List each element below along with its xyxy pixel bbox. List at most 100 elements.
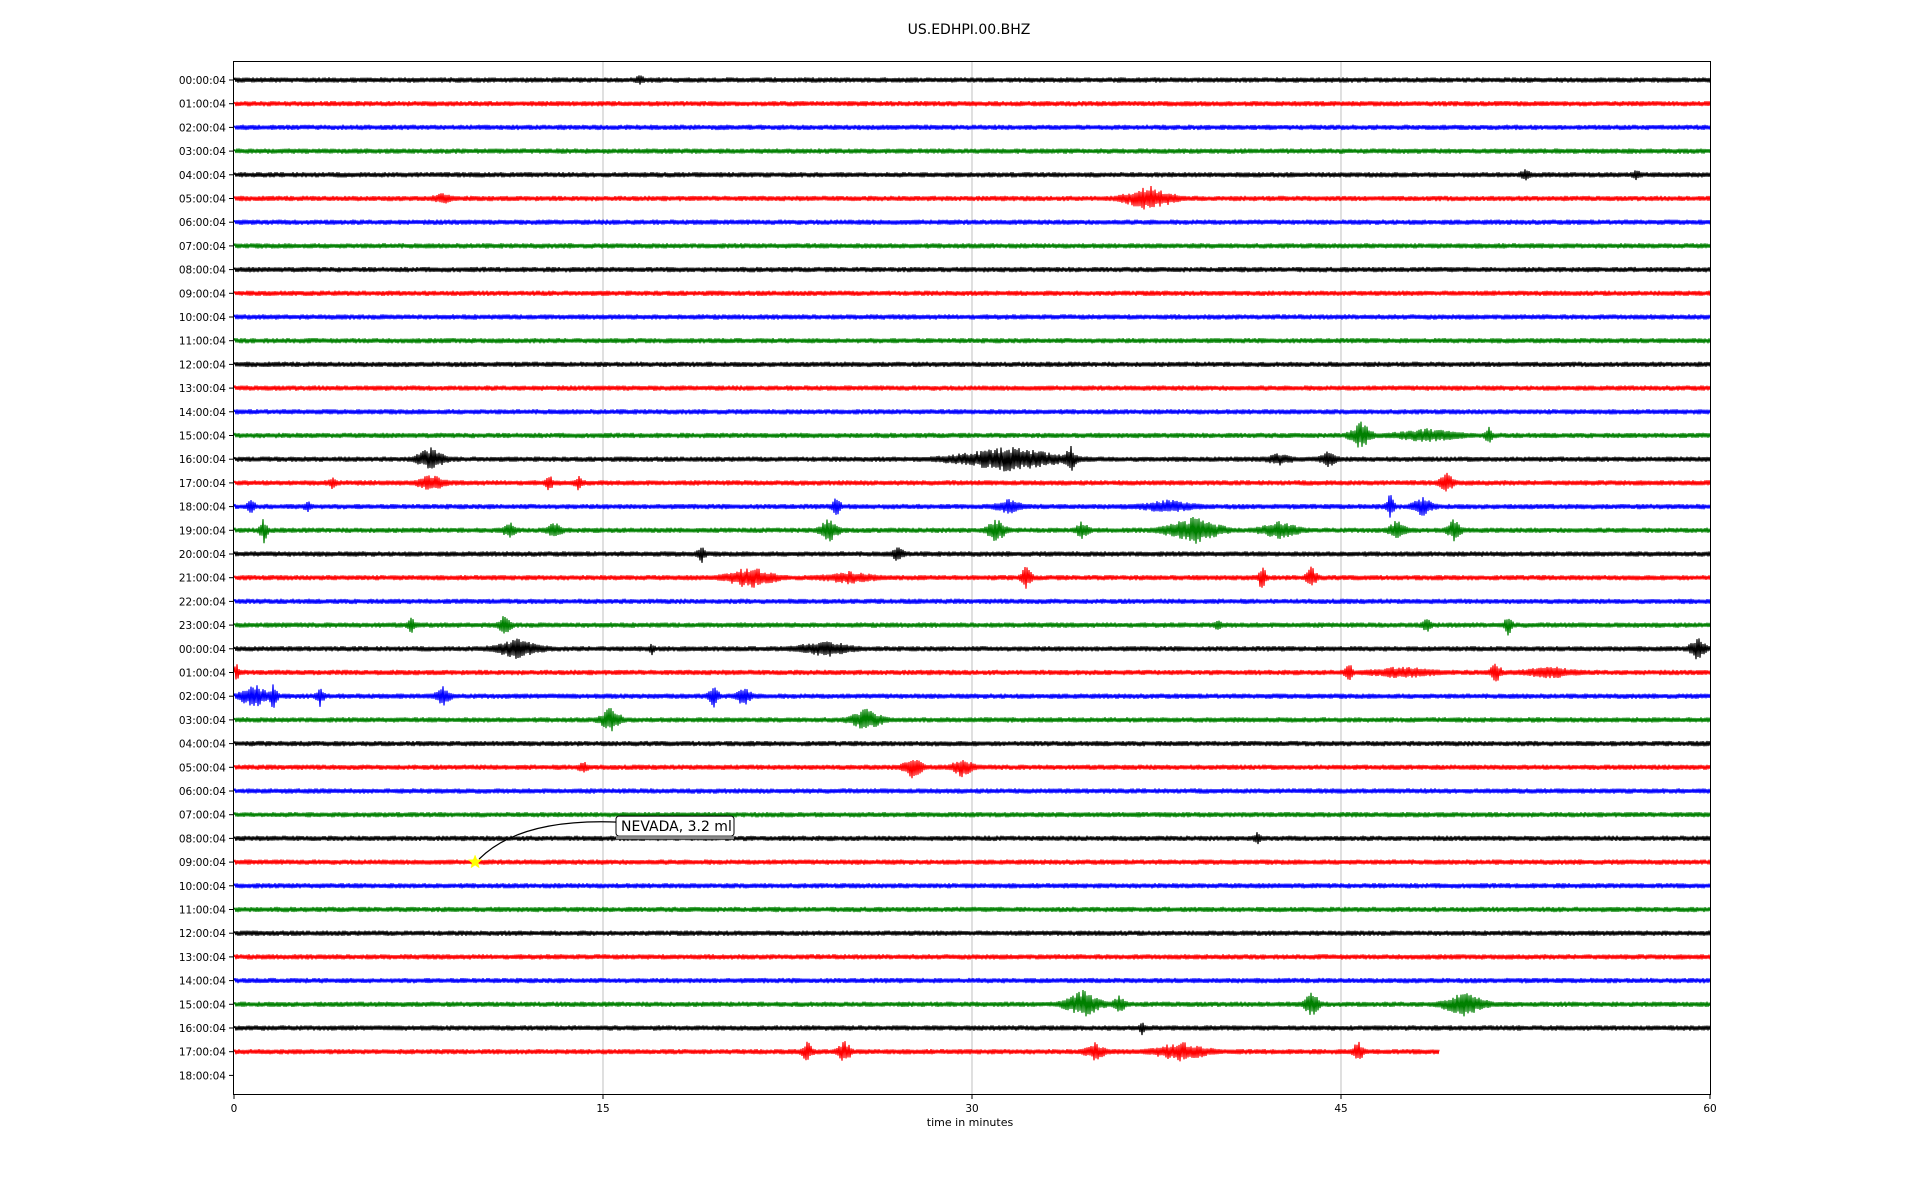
trace-row-5	[233, 185, 1711, 210]
y-tick-label-13: 13:00:04	[179, 383, 226, 395]
y-tick-label-27: 03:00:04	[179, 715, 226, 727]
trace-row-10	[233, 314, 1711, 320]
trace-row-39	[233, 989, 1711, 1017]
x-tick-label-1: 15	[596, 1103, 609, 1115]
y-tick-labels: 00:00:04 01:00:04 02:00:04 03:00:04 04:00:04…	[179, 75, 234, 1082]
trace-row-11	[233, 337, 1711, 344]
trace-row-41	[233, 1041, 1440, 1062]
y-tick-label-36: 12:00:04	[179, 928, 226, 940]
x-tick-label-2: 30	[965, 1103, 978, 1115]
y-tick-label-14: 14:00:04	[179, 407, 226, 419]
y-tick-label-3: 03:00:04	[179, 146, 226, 158]
trace-row-23	[233, 616, 1711, 636]
y-tick-label-24: 00:00:04	[179, 644, 226, 656]
y-tick-label-33: 09:00:04	[179, 857, 226, 869]
annotation-label: NEVADA, 3.2 ml	[621, 819, 732, 835]
trace-row-40	[233, 1022, 1711, 1036]
trace-row-17	[233, 472, 1711, 492]
x-tick-label-4: 60	[1703, 1103, 1716, 1115]
trace-row-18	[233, 495, 1711, 518]
trace-row-6	[233, 219, 1711, 225]
y-tick-label-12: 12:00:04	[179, 359, 226, 371]
y-tick-label-23: 23:00:04	[179, 620, 226, 632]
trace-row-7	[233, 243, 1711, 249]
trace-row-38	[233, 977, 1711, 984]
y-tick-label-1: 01:00:04	[179, 99, 226, 111]
trace-row-2	[233, 124, 1711, 131]
trace-row-24	[233, 638, 1711, 660]
y-tick-label-6: 06:00:04	[179, 217, 226, 229]
chart-title: US.EDHPI.00.BHZ	[908, 22, 1031, 38]
x-axis-label: time in minutes	[927, 1116, 1014, 1129]
trace-row-0	[233, 75, 1711, 85]
y-tick-label-19: 19:00:04	[179, 525, 226, 537]
trace-row-29	[233, 760, 1711, 779]
y-tick-label-40: 16:00:04	[179, 1023, 226, 1035]
y-tick-label-29: 05:00:04	[179, 762, 226, 774]
y-tick-label-15: 15:00:04	[179, 431, 226, 443]
y-tick-label-31: 07:00:04	[179, 810, 226, 822]
trace-row-27	[233, 708, 1711, 732]
trace-row-21	[233, 566, 1711, 589]
trace-row-15	[233, 421, 1711, 448]
x-axis-ticks: 0 15 30 45 60	[231, 1094, 1717, 1115]
trace-row-13	[233, 385, 1711, 391]
y-tick-label-4: 04:00:04	[179, 170, 226, 182]
y-tick-label-34: 10:00:04	[179, 881, 226, 893]
y-tick-label-39: 15:00:04	[179, 999, 226, 1011]
trace-row-8	[233, 266, 1711, 273]
y-tick-label-5: 05:00:04	[179, 194, 226, 206]
y-tick-label-26: 02:00:04	[179, 691, 226, 703]
trace-row-3	[233, 148, 1711, 154]
y-tick-label-20: 20:00:04	[179, 549, 226, 561]
y-tick-label-11: 11:00:04	[179, 336, 226, 348]
trace-row-14	[233, 409, 1711, 415]
y-tick-label-10: 10:00:04	[179, 312, 226, 324]
y-tick-label-38: 14:00:04	[179, 976, 226, 988]
y-tick-label-9: 09:00:04	[179, 288, 226, 300]
y-tick-label-18: 18:00:04	[179, 502, 226, 514]
y-tick-label-35: 11:00:04	[179, 905, 226, 917]
trace-row-28	[233, 740, 1711, 747]
y-tick-label-42: 18:00:04	[179, 1070, 226, 1082]
x-tick-label-0: 0	[231, 1103, 238, 1115]
y-tick-label-0: 00:00:04	[179, 75, 226, 87]
trace-layer	[233, 75, 1711, 1062]
event-annotation: NEVADA, 3.2 ml	[467, 815, 735, 869]
annotation-box-shadow	[616, 836, 734, 840]
y-tick-label-30: 06:00:04	[179, 786, 226, 798]
trace-row-20	[233, 547, 1711, 563]
trace-row-16	[233, 445, 1711, 472]
trace-row-37	[233, 954, 1711, 960]
y-tick-label-17: 17:00:04	[179, 478, 226, 490]
trace-row-25	[233, 663, 1711, 682]
event-star-marker	[467, 854, 483, 869]
y-tick-label-7: 07:00:04	[179, 241, 226, 253]
trace-row-30	[233, 788, 1711, 794]
y-tick-label-32: 08:00:04	[179, 833, 226, 845]
annotation-arrow	[478, 821, 619, 860]
trace-row-36	[233, 930, 1711, 936]
y-tick-label-41: 17:00:04	[179, 1047, 226, 1059]
trace-row-26	[233, 684, 1711, 708]
trace-row-33	[233, 859, 1711, 865]
y-tick-label-8: 08:00:04	[179, 265, 226, 277]
y-tick-label-16: 16:00:04	[179, 454, 226, 466]
trace-row-32	[233, 832, 1711, 845]
trace-row-22	[233, 598, 1711, 605]
trace-row-12	[233, 361, 1711, 368]
trace-row-9	[233, 290, 1711, 297]
y-tick-label-2: 02:00:04	[179, 122, 226, 134]
trace-row-1	[233, 100, 1711, 107]
trace-row-4	[233, 169, 1711, 181]
trace-row-31	[233, 811, 1711, 818]
y-tick-label-21: 21:00:04	[179, 573, 226, 585]
trace-row-35	[233, 906, 1711, 913]
y-tick-label-28: 04:00:04	[179, 739, 226, 751]
trace-row-19	[233, 516, 1711, 544]
x-tick-label-3: 45	[1334, 1103, 1347, 1115]
y-tick-label-25: 01:00:04	[179, 668, 226, 680]
y-tick-label-22: 22:00:04	[179, 596, 226, 608]
y-tick-label-37: 13:00:04	[179, 952, 226, 964]
